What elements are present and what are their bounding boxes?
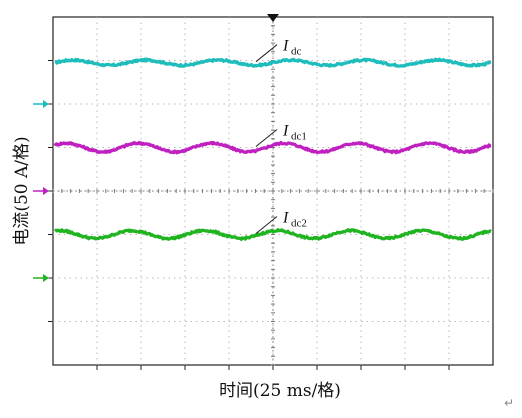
waveform-dc1 (53, 140, 492, 155)
channel-marker-arrow (43, 100, 49, 108)
waveform-dc (54, 57, 492, 68)
series-label-sub-dc1: dc1 (291, 131, 307, 143)
trigger-marker (267, 14, 279, 22)
label-leader-dc2 (255, 216, 278, 234)
series-label-dc2: I (282, 210, 289, 227)
label-leader-dc (255, 44, 278, 63)
paragraph-mark: ↵ (504, 396, 515, 410)
series-label-dc1: I (282, 123, 289, 140)
series-label-sub-dc: dc (291, 46, 302, 58)
channel-marker-arrow (43, 274, 49, 282)
y-axis-label: 电流(50 A/格) (12, 136, 32, 246)
series-label-dc: I (282, 38, 289, 55)
channel-marker-arrow (43, 187, 49, 195)
waveform-dc2 (54, 228, 492, 241)
series-label-sub-dc2: dc2 (291, 218, 307, 230)
x-axis-label: 时间(25 ms/格) (219, 381, 341, 401)
label-leader-dc1 (255, 129, 278, 147)
